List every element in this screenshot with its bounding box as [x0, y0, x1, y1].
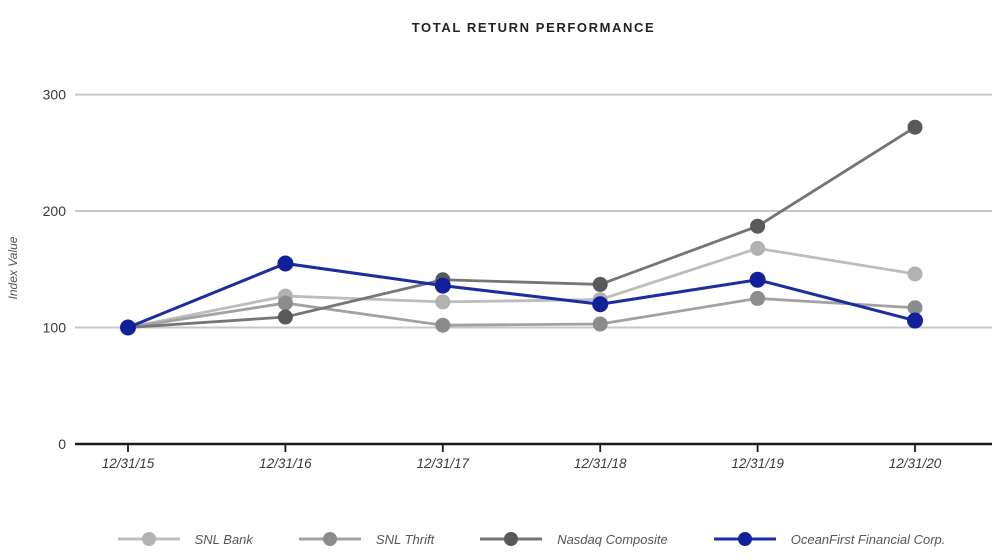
legend-item-snl-thrift: SNL Thrift	[298, 530, 435, 548]
legend-item-snl-bank: SNL Bank	[117, 530, 253, 548]
data-point-marker	[277, 295, 293, 311]
x-tick-label: 12/31/18	[574, 456, 627, 471]
data-point-marker	[907, 312, 923, 329]
legend-marker-icon	[117, 532, 180, 546]
data-point-marker	[750, 218, 766, 234]
legend-marker-icon	[713, 532, 776, 546]
data-point-marker	[277, 255, 294, 272]
line-chart-plot-area: 0 100 200 300 12/31/15 12/31/16 12/31/17 12/31/…	[43, 87, 992, 471]
y-tick-label: 200	[43, 203, 67, 219]
y-tick-label: 100	[43, 320, 67, 336]
data-point-marker	[750, 290, 766, 306]
data-point-marker	[435, 294, 451, 310]
legend-item-label: SNL Bank	[194, 531, 253, 547]
data-point-marker	[592, 316, 608, 332]
y-tick-label: 300	[43, 87, 67, 103]
data-point-marker	[435, 317, 451, 333]
x-tick-label: 12/31/15	[102, 456, 155, 471]
chart-legend: SNL Bank SNL Thrift Nasdaq Composite OceanF…	[0, 530, 1003, 548]
legend-marker-icon	[298, 532, 361, 546]
data-point-marker	[750, 240, 766, 256]
x-tick-label: 12/31/20	[889, 456, 942, 471]
legend-item-label: OceanFirst Financial Corp.	[790, 531, 946, 547]
series-line-snl-thrift	[127, 297, 916, 329]
data-point-marker	[592, 276, 608, 292]
x-tick-label: 12/31/19	[731, 456, 784, 471]
legend-marker-icon	[480, 532, 543, 546]
legend-item-oceanfirst-financial-corp-: OceanFirst Financial Corp.	[713, 530, 946, 548]
legend-item-nasdaq-composite: Nasdaq Composite	[480, 530, 668, 548]
data-point-marker	[434, 277, 451, 294]
legend-item-label: SNL Thrift	[375, 531, 435, 547]
data-point-marker	[749, 271, 766, 288]
data-point-marker	[907, 266, 923, 282]
data-point-marker	[592, 296, 609, 313]
x-tick-label: 12/31/17	[417, 456, 470, 471]
y-tick-label: 0	[58, 436, 66, 452]
data-point-marker	[907, 300, 923, 316]
series-line-oceanfirst-financial-corp-	[127, 261, 916, 329]
data-point-marker	[277, 309, 293, 325]
series-line-nasdaq-composite	[127, 126, 916, 329]
legend-item-label: Nasdaq Composite	[557, 531, 668, 547]
series-line-snl-bank	[127, 246, 916, 329]
chart-title: TOTAL RETURN PERFORMANCE	[411, 20, 656, 35]
x-tick-label: 12/31/16	[259, 456, 312, 471]
data-point-marker	[120, 319, 136, 336]
data-point-marker	[907, 119, 923, 135]
